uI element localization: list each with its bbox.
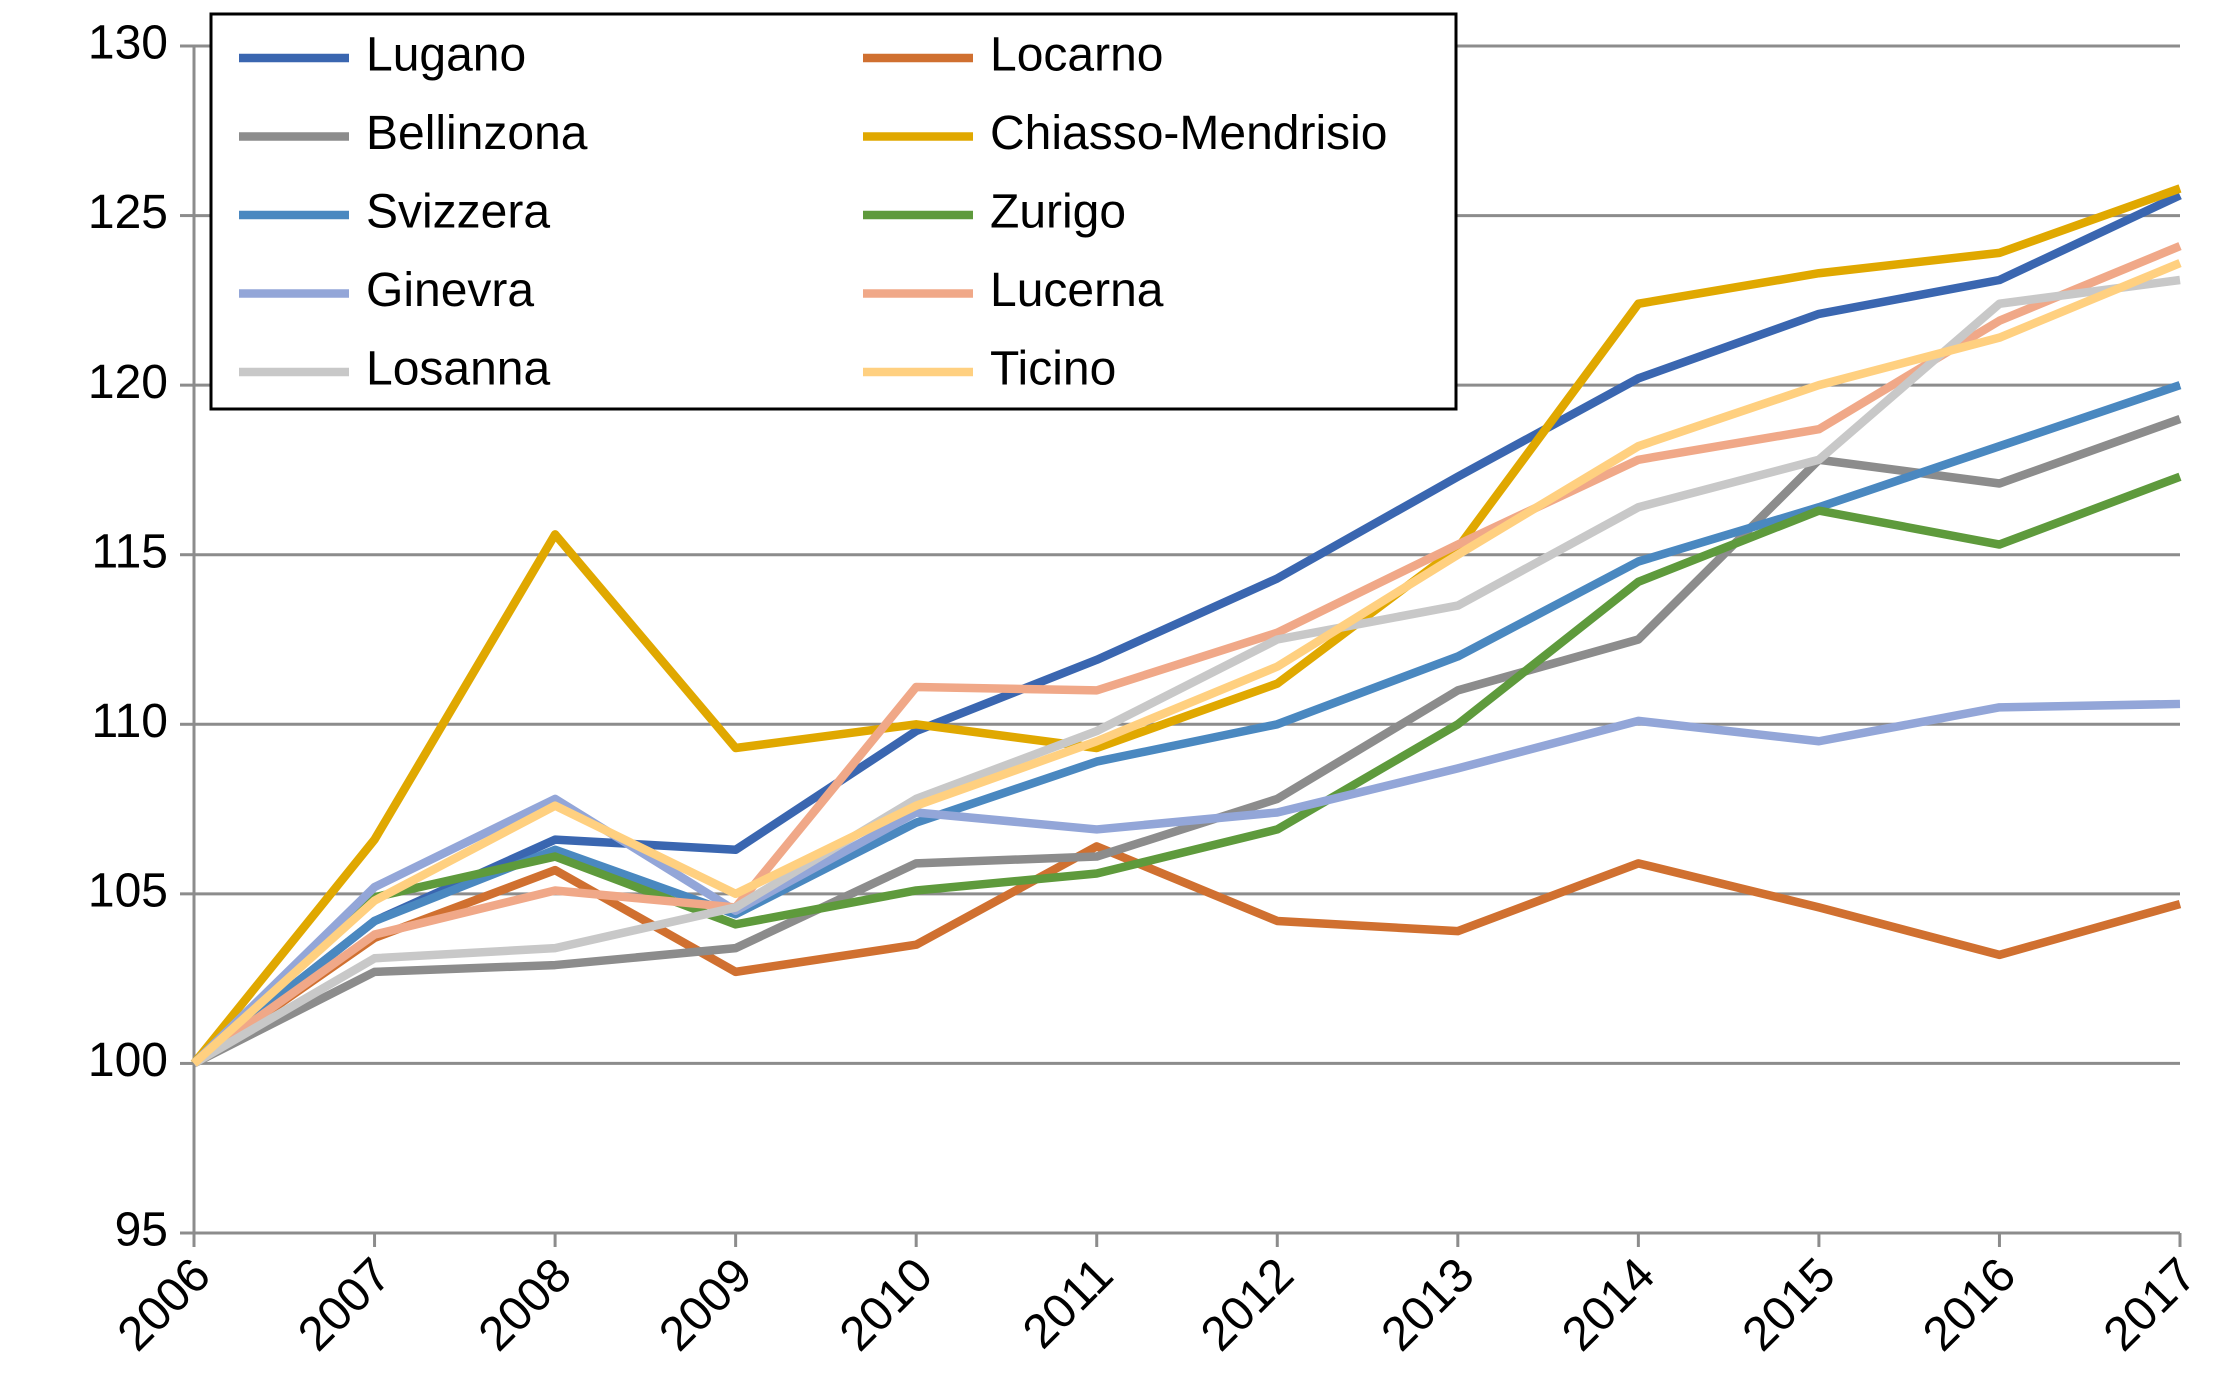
x-tick-label: 2014	[1552, 1248, 1665, 1361]
series-line	[191, 472, 2182, 1067]
x-tick-label: 2006	[108, 1248, 221, 1361]
series-line	[191, 259, 2182, 1067]
x-tick-label: 2011	[1013, 1248, 1123, 1358]
x-tick-label: 2017	[2094, 1248, 2207, 1361]
y-tick-label: 95	[115, 1204, 168, 1257]
x-tick-label: 2012	[1191, 1248, 1304, 1361]
x-tick-label: 2015	[1733, 1248, 1846, 1361]
y-tick-label: 110	[91, 695, 168, 748]
x-tick-label: 2008	[469, 1248, 582, 1361]
y-tick-label: 115	[91, 525, 168, 578]
series-line	[191, 842, 2182, 1067]
y-tick-label: 130	[88, 17, 168, 70]
legend-label: Losanna	[366, 343, 550, 396]
series-line	[191, 191, 2182, 1067]
legend-label: Chiasso-Mendrisio	[990, 107, 1387, 160]
legend-label: Ginevra	[366, 264, 534, 317]
series-line	[192, 415, 2182, 1068]
series-line	[191, 699, 2181, 1067]
x-tick-label: 2007	[288, 1248, 401, 1361]
legend-box	[209, 12, 1458, 411]
x-tick-label: 2010	[830, 1248, 943, 1361]
legend-label: Ticino	[990, 343, 1116, 396]
legend-label: Lucerna	[990, 264, 1164, 317]
y-tick-label: 105	[88, 865, 168, 918]
x-tick-label: 2013	[1372, 1248, 1485, 1361]
y-tick-label: 100	[88, 1034, 168, 1087]
legend-label: Locarno	[990, 29, 1163, 82]
x-tick-label: 2009	[649, 1248, 762, 1361]
legend-label: Lugano	[366, 29, 526, 82]
series-line	[191, 275, 2181, 1068]
x-tick-label: 2016	[1913, 1248, 2026, 1361]
legend-label: Svizzera	[366, 186, 550, 239]
legend-label: Zurigo	[990, 186, 1126, 239]
series-line	[191, 242, 2182, 1067]
series-line	[190, 184, 2182, 1067]
y-tick-label: 125	[88, 186, 168, 239]
y-tick-label: 120	[88, 356, 168, 409]
legend-label: Bellinzona	[366, 107, 588, 160]
